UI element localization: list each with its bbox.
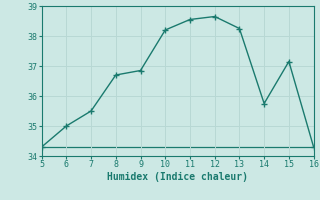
X-axis label: Humidex (Indice chaleur): Humidex (Indice chaleur) [107, 172, 248, 182]
